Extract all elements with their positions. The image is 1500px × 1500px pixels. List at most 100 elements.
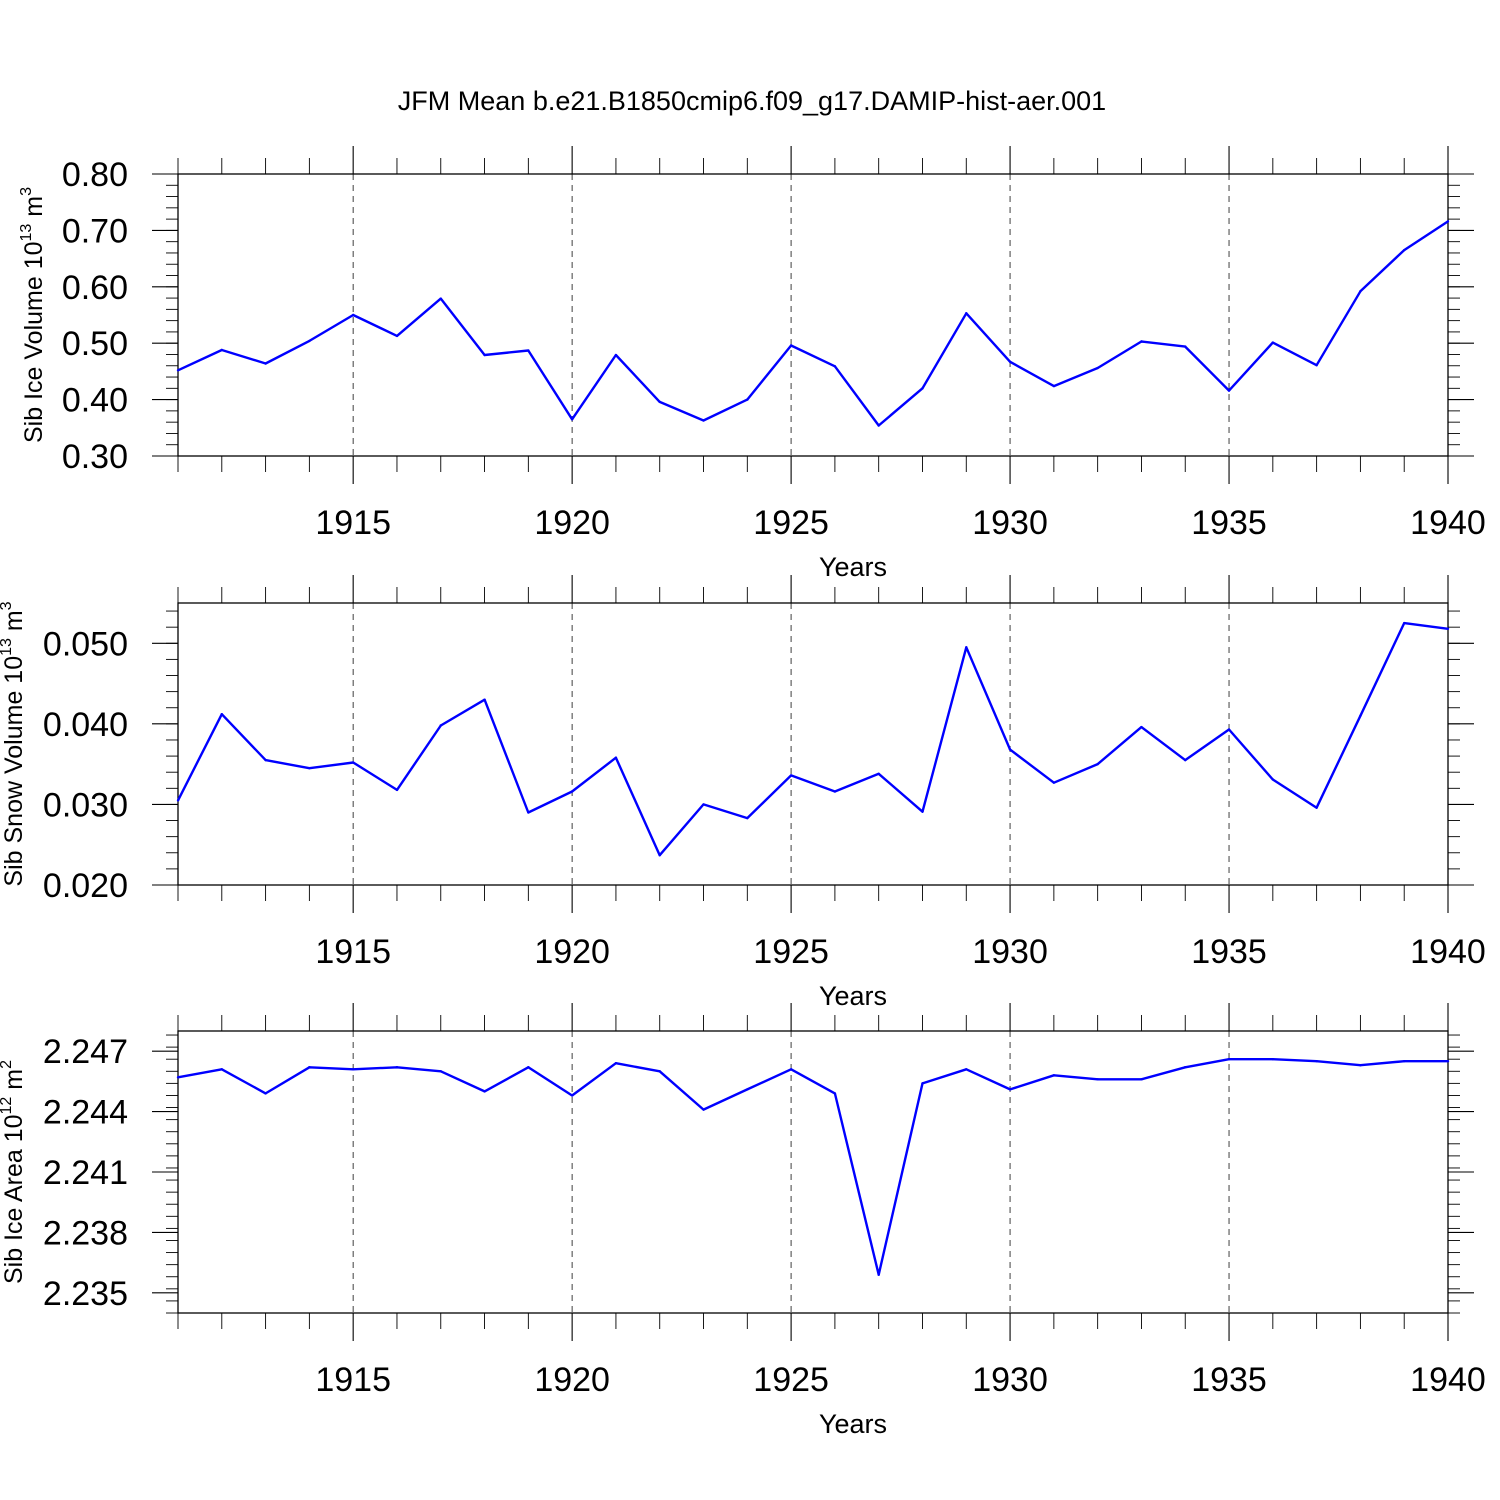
data-point [176,369,180,372]
data-point [395,788,399,792]
plot-frame [177,602,1449,886]
data-point [570,1094,574,1097]
data-point [570,790,574,793]
y-axis-label-unit-exponent: 2 [0,1060,15,1069]
data-point [789,1068,793,1071]
y-axis-label-text: Sib Snow Volume 10 [0,656,28,887]
data-point [1359,714,1362,717]
data-point [220,1068,223,1071]
x-tick-label: 1930 [972,1361,1048,1399]
data-point [264,758,267,762]
data-point [264,362,267,365]
x-tick-label: 1925 [753,1361,829,1399]
data-point [746,398,749,401]
chart-panel-2: 1915 1920 1925 1930 1935 1940 0.020 0.030 0.040 0… [0,575,1486,1011]
data-point [1052,781,1056,784]
y-tick-label: 2.241 [43,1154,128,1192]
data-point [351,313,355,317]
data-point [1446,627,1450,630]
data-point [1008,748,1012,751]
data-point [965,646,968,649]
data-point [965,1068,968,1071]
data-point [1096,762,1099,766]
data-point [1315,363,1318,367]
data-point [789,344,793,347]
x-tick-label: 1940 [1410,933,1486,971]
series-line [177,220,1449,427]
y-tick-label: 0.020 [43,867,128,905]
data-point [1052,1074,1056,1077]
x-tick-label: 1915 [315,504,391,542]
data-point [483,1090,486,1093]
y-tick-label: 2.235 [43,1275,128,1313]
data-point [1227,1058,1231,1061]
y-axis-label-text: Sib Ice Volume 10 [20,241,48,443]
x-axis-label: Years [819,981,887,1011]
x-axis-label: Years [819,552,887,582]
x-tick-label: 1935 [1191,933,1267,971]
data-point [1271,1058,1275,1061]
data-point [439,1070,442,1073]
x-tick-label: 1920 [534,504,610,542]
data-point [351,761,355,764]
chart-panel-3: 1915 1920 1925 1930 1935 1940 2.235 2.238 2.241 2… [0,1003,1486,1439]
x-tick-label: 1940 [1410,1361,1486,1399]
x-tick-label: 1925 [753,504,829,542]
x-tick-label: 1925 [753,933,829,971]
data-point [789,774,793,777]
data-point [308,1066,311,1069]
y-axis-label-exponent: 12 [0,1097,15,1115]
data-point [1271,778,1275,781]
data-point [1227,389,1231,392]
data-point [395,1066,399,1069]
data-point [1008,360,1012,364]
y-axis-label-unit: m [0,610,28,638]
y-axis-label: Sib Ice Area 1012 m2 [0,1060,28,1284]
y-axis-label-unit-exponent: 3 [0,601,15,610]
y-tick-label: 0.40 [62,382,128,420]
x-tick-label: 1935 [1191,1361,1267,1399]
data-point [614,353,618,357]
data-point [702,1108,705,1111]
y-tick-label: 0.050 [43,625,128,663]
data-point [833,365,837,368]
y-axis-label-unit-exponent: 3 [18,187,35,196]
data-point [833,790,837,793]
data-point [439,724,442,727]
data-point [1359,290,1362,293]
data-point [308,766,311,770]
x-tick-label: 1915 [315,1361,391,1399]
data-point [658,1070,661,1073]
data-point [1052,384,1056,388]
data-point [965,312,968,315]
data-point [658,853,661,857]
y-tick-label: 0.50 [62,325,128,363]
data-point [921,1082,924,1085]
y-axis-label: Sib Snow Volume 1013 m3 [0,601,28,886]
data-point [220,348,223,352]
figure-title: JFM Mean b.e21.B1850cmip6.f09_g17.DAMIP-… [398,86,1106,116]
data-point [877,772,880,776]
x-axis-label: Years [819,1409,887,1439]
y-tick-label: 2.244 [43,1094,128,1132]
y-axis-label-text: Sib Ice Area 10 [0,1114,28,1284]
data-point [921,387,924,390]
y-tick-label: 2.238 [43,1214,128,1252]
data-point [527,1066,530,1069]
data-point [614,756,618,759]
data-point [264,1092,267,1095]
x-tick-label: 1920 [534,933,610,971]
x-tick-label: 1930 [972,504,1048,542]
data-point [1008,1088,1012,1091]
data-point [1140,1078,1143,1081]
panels: 1915 1920 1925 1930 1935 1940 0.30 0.40 0.50 0.60… [0,146,1486,1439]
data-point [1140,725,1143,729]
data-point [1271,341,1275,344]
data-point [176,1076,180,1079]
data-point [483,353,486,357]
data-point [1446,220,1450,223]
data-point [1140,340,1143,343]
data-point [527,349,530,352]
data-point [833,1092,837,1095]
